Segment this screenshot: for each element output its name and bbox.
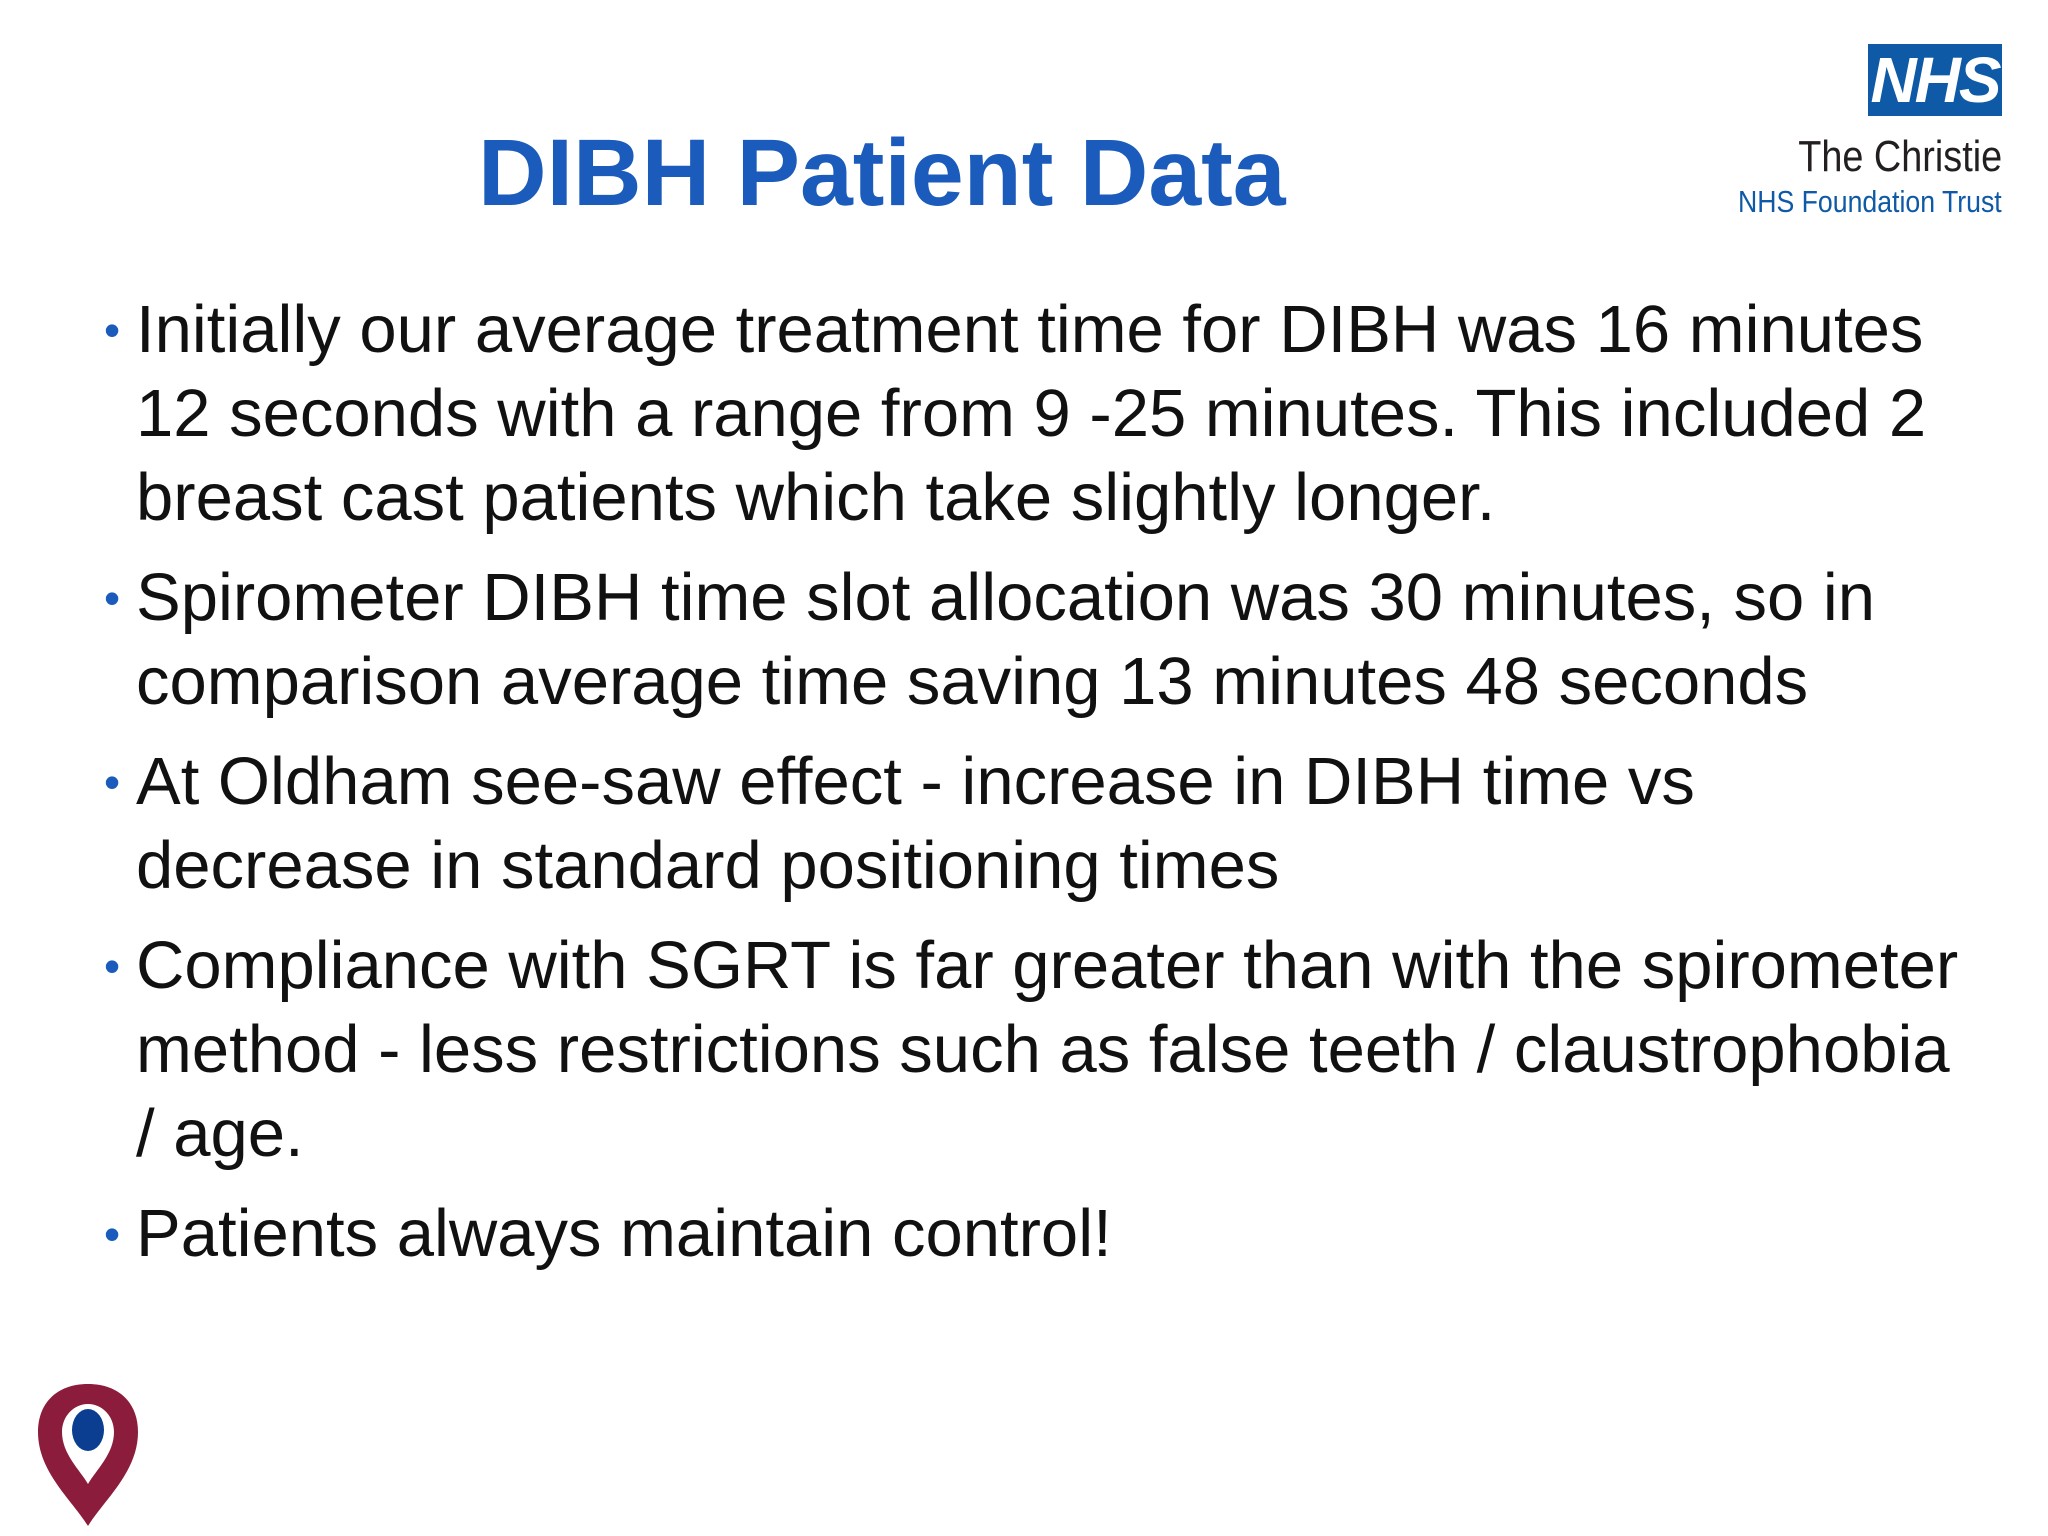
location-pin-logo-icon [32,1380,144,1528]
organisation-subtitle: NHS Foundation Trust [1738,184,2002,219]
nhs-logo-mark: NHS [1868,44,2002,116]
bullet-text: At Oldham see-saw effect - increase in D… [136,744,1695,903]
slide-title: DIBH Patient Data [478,120,1286,226]
pin-dot [72,1409,104,1451]
bullet-marker: • [104,940,121,992]
bullet-list: • Initially our average treatment time f… [104,288,1974,1292]
bullet-marker: • [104,304,121,356]
bullet-text: Patients always maintain control! [136,1196,1112,1271]
organisation-name: The Christie [1798,132,2002,181]
location-pin-logo-svg [38,1384,138,1526]
bullet-marker: • [104,1208,121,1260]
bullet-text: Compliance with SGRT is far greater than… [136,928,1959,1171]
nhs-christie-logo: NHS The Christie NHS Foundation Trust [1700,44,2010,224]
bullet-marker: • [104,572,121,624]
bullet-item: • Spirometer DIBH time slot allocation w… [104,556,1974,724]
bullet-text: Initially our average treatment time for… [136,292,1927,535]
bullet-item: • Compliance with SGRT is far greater th… [104,924,1974,1176]
bullet-item: • Initially our average treatment time f… [104,288,1974,540]
bullet-text: Spirometer DIBH time slot allocation was… [136,560,1875,719]
bullet-marker: • [104,756,121,808]
bullet-item: • At Oldham see-saw effect - increase in… [104,740,1974,908]
bullet-item: • Patients always maintain control! [104,1192,1974,1276]
